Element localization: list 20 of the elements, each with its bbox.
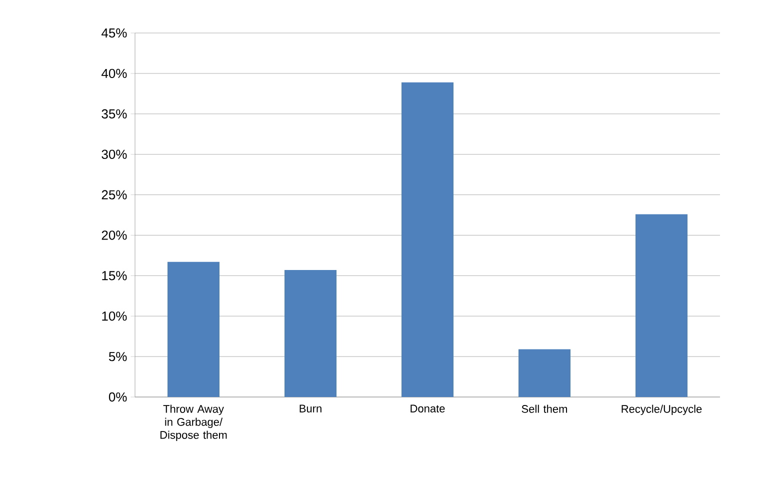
x-tick-label: Donate xyxy=(410,404,445,412)
y-tick-label: 0% xyxy=(108,392,127,402)
bar xyxy=(402,82,454,397)
x-tick-label: Recycle/Upcycle xyxy=(622,404,702,416)
y-tick-label: 45% xyxy=(102,28,127,38)
bar xyxy=(518,349,571,397)
x-tick-label: Burn xyxy=(300,404,322,412)
y-tick-label: 20% xyxy=(102,230,127,240)
x-tick-label: Sell them xyxy=(522,404,567,413)
y-tick-label: 5% xyxy=(108,352,127,362)
bar xyxy=(636,214,688,397)
y-tick-label: 15% xyxy=(102,271,127,280)
y-tick-label: 35% xyxy=(102,109,127,118)
y-tick-label: 10% xyxy=(102,312,127,321)
y-tick-label: 30% xyxy=(102,150,127,159)
y-tick-label: 40% xyxy=(102,68,127,78)
bar xyxy=(284,270,337,397)
x-tick-label: Throw Away in Garbage/ Dispose them xyxy=(160,404,227,442)
bar xyxy=(168,262,220,397)
y-tick-label: 25% xyxy=(102,190,127,200)
